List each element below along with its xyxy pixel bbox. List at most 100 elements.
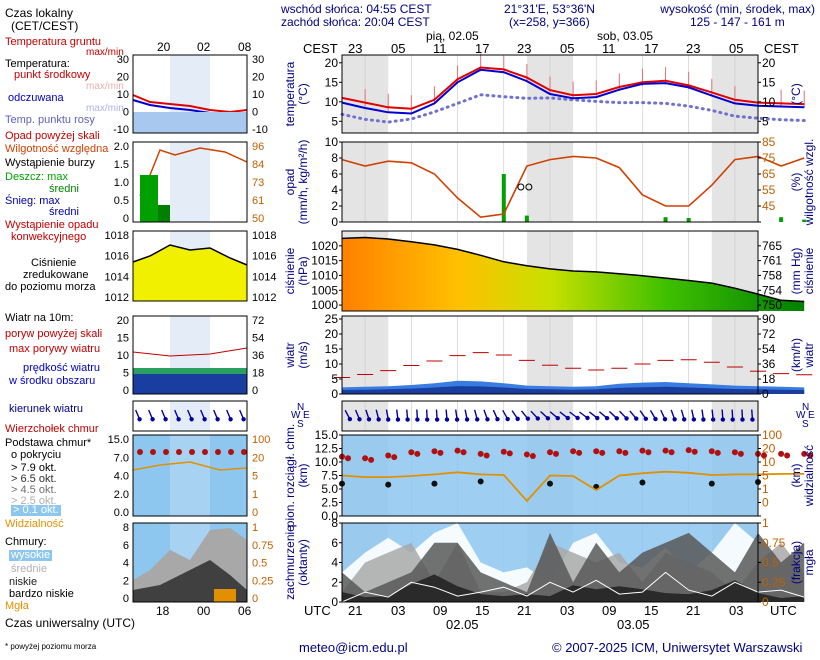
wind-arrow-head [366,417,372,422]
wind-arrow [530,410,541,421]
y-tick-left: 0 [331,215,338,229]
wind-arrow-head [701,417,706,422]
compass-e: E [808,410,815,421]
legend-border-l-cloud [132,434,248,517]
wind-arrow-head [672,417,677,422]
bottom-hour: 21 [517,603,532,618]
legend-wind-arrow [187,409,194,422]
legend-cloud-top-dot [189,449,195,455]
wind-arrow [473,409,480,422]
panel-border-wind [341,315,759,395]
legend-y-tick-left: 1014 [105,271,129,283]
y-tick-left: 0 [331,595,338,609]
cloud-top-dot [506,450,513,457]
wind-arrow-head [681,417,687,422]
wind-arrow-head [545,416,551,421]
y-tick-left: 15.0 [315,428,339,442]
panel-title-left: temperatura [283,61,297,126]
cloud-top-dot [570,448,577,455]
top-hour: 05 [391,41,406,56]
cloud-top-dot [599,449,606,456]
panel-title-left: (°C) [296,83,310,104]
wind-arrow [730,409,735,422]
footer-email[interactable]: meteo@icm.edu.pl [299,640,408,655]
legend-bg-l-cloud [133,435,247,516]
legend-utc-hour: 18 [156,604,170,618]
wind-arrow [608,410,619,421]
legend-wind-arrow-head [150,417,155,422]
legend-y-tick-left: 0 [123,213,129,225]
bottom-date: 02.05 [446,617,479,632]
altitude-label: wysokość (min, środek, max) [660,2,815,16]
legend-cloud-top-dot [150,449,156,455]
legend-y-tick-left: 2.0 [114,141,129,153]
panel-title-right: (mm Hg) [789,248,803,295]
y-tick-left: 2 [331,199,338,213]
top-hour: 23 [348,41,363,56]
legend-wind-area-top [133,368,247,374]
legend-cloud-top-dot [176,449,182,455]
wind-arrow [344,409,353,422]
y-tick-right: 754 [762,283,782,297]
top-hour: 17 [644,41,659,56]
legend-cloud-top-dot [241,449,247,455]
wind-arrow [691,409,697,422]
y-tick-left: 7.5 [321,469,338,483]
panel-title-left: (km) [296,464,310,488]
y-tick-left: 0.0 [321,509,338,523]
cover-area-2 [342,532,805,602]
legend-y-tick-right: 0.75 [252,540,273,552]
wind-arrow-head [505,416,510,422]
legend-wind-arrow [148,409,155,422]
legend-y-tick-right: 1018 [252,230,276,242]
cloud-top-dot [500,448,507,455]
y-tick-left: 12.5 [315,442,339,456]
cloud-base-dot [477,478,484,485]
wind-arrow-head [535,416,541,421]
legend-wind-arrow [161,409,168,422]
legend-visibility: Widzialność [5,518,64,530]
y-tick-right: 0.75 [762,536,786,550]
wind-arrow-head [662,416,668,422]
y-tick-left: 0 [331,387,338,401]
wind-arrow-head [347,416,353,422]
legend-y-tick-right: 30 [252,54,264,66]
wind-arrow [520,410,531,421]
legend-wind-arrow-head [137,417,142,422]
y-tick-left: 15 [325,342,339,356]
top-hour: 23 [686,41,701,56]
wind-arrow-head [395,417,401,422]
panel-border-precip [341,141,759,223]
legend-cover-verylow: bardzo niskie [9,588,74,600]
wind-arrow-head [595,415,600,421]
panel-title-right: wilgotność wzgl. [802,139,816,227]
legend-cloud-top-dot [215,449,221,455]
legend-visibility-line [132,461,248,471]
legend-y-tick-left: 0.5 [114,195,129,207]
legend-snow-mean: średni [49,206,79,218]
legend-wind-arrow [213,409,220,422]
wind-arrow-head [444,417,450,422]
wind-arrow-head [357,417,362,422]
y-tick-right: 10 [762,455,776,469]
y-tick-right: 54 [762,342,776,356]
legend-y-tick-right: 100 [252,434,270,446]
wind-arrow [740,409,745,422]
y-tick-left: 6 [331,536,338,550]
y-tick-left: 1020 [311,239,338,253]
legend-pressure-area [133,245,247,301]
legend-y-tick-left: 30 [117,54,129,66]
legend-rain-mean-bar [158,205,170,222]
legend-humidity: Wilgotność względna [5,143,109,155]
y-tick-right: 765 [762,239,782,253]
legend-y-tick-left: -10 [113,124,129,136]
top-hour: 17 [475,41,490,56]
cloud-top-dot [431,448,438,455]
legend-y-tick-left: 0 [123,385,129,397]
legend-wind-arrow [200,409,207,422]
legend-border-l-cover [132,522,248,603]
cloud-top-dot [691,448,698,455]
wind-arrow [483,409,490,422]
legend-temp-dew: Temp. punktu rosy [5,114,95,126]
cloud-top-dot [553,450,559,457]
